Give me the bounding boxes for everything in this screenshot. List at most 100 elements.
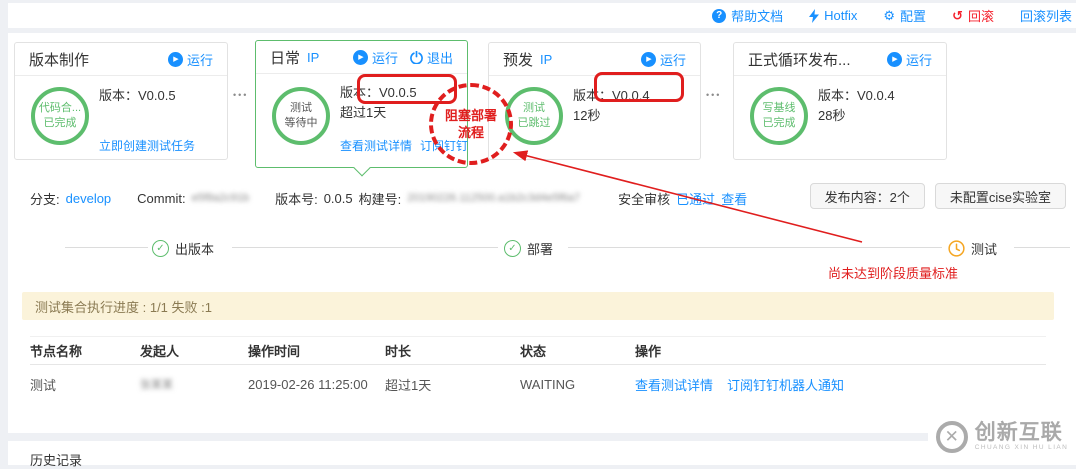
config-link[interactable]: ⚙ 配置 <box>883 6 926 25</box>
run-button[interactable]: ▶ 运行 <box>167 50 213 69</box>
hotfix-label: Hotfix <box>824 8 858 23</box>
ring-status: 已完成 <box>43 117 77 129</box>
ring-status: 等待中 <box>284 117 318 129</box>
run-label: 运行 <box>371 50 398 66</box>
rollback-icon: ↺ <box>952 8 963 23</box>
status-ring: 测试 已跳过 <box>505 87 563 145</box>
top-toolbar: ? 帮助文档 Hotfix ⚙ 配置 ↺ 回滚 回滚列表 <box>8 3 1076 28</box>
card-connector-dots: ••• <box>233 90 249 100</box>
test-progress-banner: 测试集合执行进度 : 1/1 失败 :1 <box>22 292 1054 320</box>
build-label: 构建号: <box>358 191 402 207</box>
stage-test: 测试 <box>948 239 997 258</box>
rollback-label: 回滚 <box>967 9 994 24</box>
ring-status: 已跳过 <box>517 117 551 129</box>
cell-status: WAITING <box>520 376 576 392</box>
create-test-task-link[interactable]: 立即创建测试任务 <box>99 139 196 153</box>
run-label: 运行 <box>905 52 932 68</box>
audit-view-link[interactable]: 查看 <box>721 191 748 207</box>
annotation-dashed-circle: 阻塞部署流程 <box>429 83 513 165</box>
col-header-node-name: 节点名称 <box>30 336 140 365</box>
stage-card-version-build[interactable]: 版本制作 ▶ 运行 代码合... 已完成 版本：V0.0.5 立即创建测试任务 <box>14 42 228 160</box>
annotation-box-v004 <box>594 72 684 102</box>
watermark-subtitle: CHUANG XIN HU LIAN <box>974 444 1069 451</box>
ip-tag-link[interactable]: IP <box>307 49 320 65</box>
run-button[interactable]: ▶ 运行 <box>886 50 932 69</box>
row-subscribe-robot-link[interactable]: 订阅钉钉机器人通知 <box>727 377 845 393</box>
exit-label: 退出 <box>426 50 453 66</box>
stage-connector <box>1014 247 1070 248</box>
check-circle-icon: ✓ <box>504 240 521 257</box>
watermark-brand: 创新互联 <box>974 421 1063 444</box>
history-title: 历史记录 <box>30 453 83 468</box>
card-title: 版本制作 <box>29 51 90 69</box>
stage-label: 部署 <box>527 242 554 257</box>
card-title: 日常 <box>270 49 301 67</box>
ring-step: 代码合... <box>38 102 82 114</box>
audit-status-link[interactable]: 已通过 <box>676 191 716 207</box>
stage-card-prod-release[interactable]: 正式循环发布... ▶ 运行 写基线 已完成 版本：V0.0.4 28秒 <box>733 42 947 160</box>
run-icon: ▶ <box>352 49 368 65</box>
run-button[interactable]: ▶ 运行 <box>352 48 398 67</box>
card-connector-dots: ••• <box>706 90 722 100</box>
quality-warning-text: 尚未达到阶段质量标准 <box>828 266 959 281</box>
ring-step: 写基线 <box>762 102 796 114</box>
view-test-detail-link[interactable]: 查看测试详情 <box>340 139 413 153</box>
rollback-link[interactable]: ↺ 回滚 <box>952 6 994 25</box>
hotfix-link[interactable]: Hotfix <box>809 8 857 23</box>
cell-duration: 超过1天 <box>385 377 432 393</box>
lightning-icon <box>809 8 820 23</box>
version-label: 版本号: <box>275 191 318 207</box>
status-ring: 测试 等待中 <box>272 87 330 145</box>
commit-value: e5f8a2c91b <box>191 192 250 204</box>
cx-logo-icon: ✕ <box>935 420 968 453</box>
ring-step: 测试 <box>523 102 545 114</box>
card-duration: 28秒 <box>818 108 846 123</box>
run-label: 运行 <box>186 52 213 68</box>
history-section: 历史记录 <box>8 441 1076 468</box>
rollback-list-link[interactable]: 回滚列表 <box>1020 6 1072 25</box>
ring-status: 已完成 <box>762 117 796 129</box>
help-doc-link[interactable]: ? 帮助文档 <box>712 6 783 25</box>
cell-initiator: 张某某 <box>140 379 173 391</box>
ip-tag-link[interactable]: IP <box>540 51 553 67</box>
card-version: 版本：V0.0.4 <box>818 88 895 103</box>
run-icon: ▶ <box>167 51 183 67</box>
test-progress-text: 测试集合执行进度 : 1/1 失败 :1 <box>35 299 212 315</box>
stage-connector <box>568 247 942 248</box>
run-icon: ▶ <box>886 51 902 67</box>
card-title: 预发 <box>503 51 534 69</box>
gear-icon: ⚙ <box>883 8 896 23</box>
stage-label: 测试 <box>971 242 998 257</box>
card-title: 正式循环发布... <box>748 51 851 69</box>
commit-label: Commit: <box>137 190 186 206</box>
node-table: 节点名称 发起人 操作时间 时长 状态 操作 测试 张某某 2019-02-26… <box>30 336 1046 403</box>
run-label: 运行 <box>659 52 686 68</box>
power-icon <box>410 50 423 64</box>
cell-time: 2019-02-26 11:25:00 <box>248 376 368 392</box>
card-version: 版本：V0.0.5 <box>99 88 176 103</box>
build-value: 20190226.112500.a1b2c3d4e5f6a7 <box>407 192 581 204</box>
row-view-test-detail-link[interactable]: 查看测试详情 <box>635 377 714 393</box>
ring-step: 测试 <box>290 102 312 114</box>
stage-label: 出版本 <box>175 242 215 257</box>
config-label: 配置 <box>900 9 927 24</box>
exit-button[interactable]: 退出 <box>410 48 453 67</box>
release-content-button[interactable]: 发布内容：2个 <box>809 183 925 209</box>
card-duration: 超过1天 <box>340 105 387 120</box>
card-duration: 12秒 <box>573 108 601 123</box>
col-header-time: 操作时间 <box>248 336 385 365</box>
cise-lab-button[interactable]: 未配置cise实验室 <box>934 183 1066 209</box>
branch-link[interactable]: develop <box>65 190 112 206</box>
blocker-annotation-text: 阻塞部署流程 <box>444 108 497 140</box>
status-ring: 代码合... 已完成 <box>31 87 89 145</box>
rollback-list-label: 回滚列表 <box>1019 9 1072 24</box>
col-header-actions: 操作 <box>635 336 1046 365</box>
stage-card-daily[interactable]: 日常 IP ▶ 运行 退出 测试 等待中 版本：V0.0.5 超过1天 查看测试… <box>255 40 468 177</box>
check-circle-icon: ✓ <box>152 240 169 257</box>
audit-label: 安全审核 <box>618 191 671 207</box>
stage-release-version: ✓ 出版本 <box>152 239 214 258</box>
help-doc-label: 帮助文档 <box>731 9 784 24</box>
run-button[interactable]: ▶ 运行 <box>640 50 686 69</box>
stage-deploy: ✓ 部署 <box>504 239 553 258</box>
col-header-duration: 时长 <box>385 336 520 365</box>
